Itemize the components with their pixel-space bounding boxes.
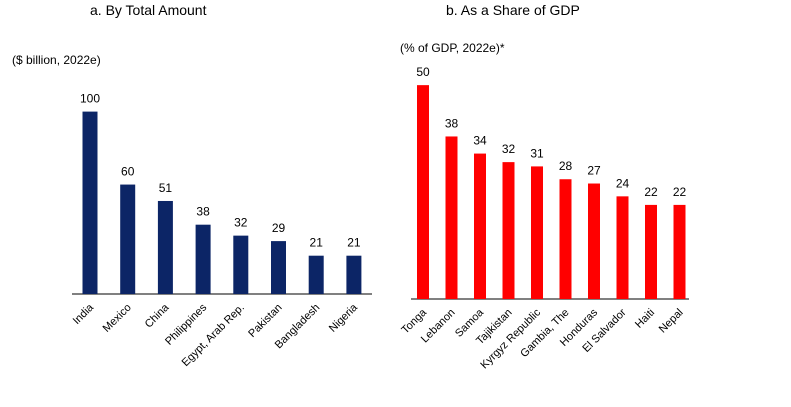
panel-a-title: a. By Total Amount <box>90 2 207 18</box>
panel-b-tick-label: Nepal <box>657 307 686 336</box>
panel-b-bar <box>502 162 515 299</box>
panel-b-bar <box>588 183 600 299</box>
panel-b-data-label: 32 <box>502 142 516 156</box>
panel-a-bar <box>82 111 98 294</box>
panel-b-data-label: 50 <box>416 65 430 79</box>
panel-b-data-label: 22 <box>673 185 687 199</box>
panel-b-bar <box>531 166 543 299</box>
panel-b-data-label: 27 <box>587 164 601 178</box>
panel-b-bar <box>616 196 629 299</box>
panel-a-tick-label: India <box>71 301 97 327</box>
panel-a-data-label: 51 <box>159 181 173 195</box>
panel-b-unit-label: (% of GDP, 2022e)* <box>400 41 505 55</box>
panel-a-bar <box>271 241 286 294</box>
panel-b-bar <box>474 153 486 299</box>
panel-b-bar <box>445 136 458 299</box>
panel-b-bar <box>417 85 429 299</box>
panel-a-data-label: 100 <box>80 92 100 106</box>
panel-b-bar <box>673 204 686 299</box>
panel-a-tick-label: Mexico <box>101 302 134 335</box>
panel-b-data-label: 31 <box>530 146 544 160</box>
panel-b-bar <box>645 204 657 299</box>
panel-a-data-label: 21 <box>347 236 361 250</box>
panel-a-data-label: 21 <box>310 236 324 250</box>
panel-a-tick-label: Pakistan <box>246 302 284 340</box>
panel-a-tick-label: Nigeria <box>327 301 361 335</box>
panel-b-title: b. As a Share of GDP <box>446 2 580 18</box>
panel-a-unit-label: ($ billion, 2022e) <box>12 53 101 67</box>
panel-b-bar <box>559 179 572 299</box>
panel-a-bar <box>157 200 173 294</box>
panel-a-data-label: 32 <box>234 216 248 230</box>
panel-a-data-label: 60 <box>121 165 135 179</box>
panel-b-data-label: 34 <box>473 134 487 148</box>
panel-a-bar <box>233 235 249 294</box>
panel-a-tick-label: China <box>143 301 172 330</box>
panel-a-bar <box>195 224 211 294</box>
panel-a-bar <box>346 255 362 294</box>
panel-a-bar <box>308 255 324 294</box>
panel-b-tick-label: Haiti <box>633 307 657 331</box>
panel-a-bar <box>120 184 136 294</box>
panel-b-data-label: 22 <box>644 185 658 199</box>
panel-a-data-label: 38 <box>196 205 210 219</box>
panel-a-data-label: 29 <box>272 221 286 235</box>
panel-b-data-label: 38 <box>445 116 459 130</box>
panel-b-data-label: 24 <box>616 176 630 190</box>
panel-b-data-label: 28 <box>559 159 573 173</box>
